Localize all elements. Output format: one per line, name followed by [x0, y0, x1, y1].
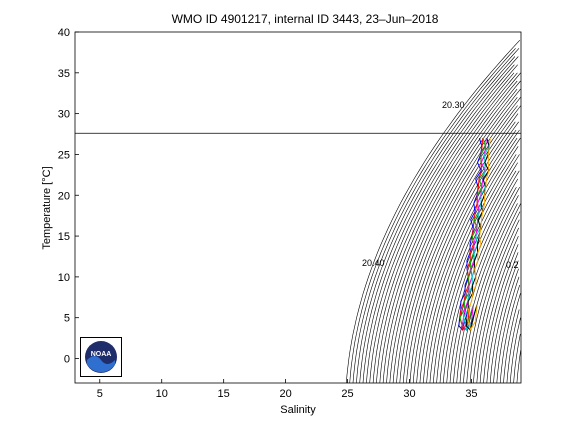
profile-traces	[458, 137, 491, 332]
density-contour	[513, 333, 521, 384]
density-contour	[466, 203, 522, 384]
y-axis-ticks: 0 5 10 15 20 25 30 35 40	[58, 27, 79, 366]
chart-title: WMO ID 4901217, internal ID 3443, 23–Jun…	[172, 12, 439, 26]
density-contour	[503, 293, 521, 384]
density-contour	[409, 121, 516, 384]
density-contour	[499, 284, 520, 384]
y-tick-label: 5	[64, 313, 70, 325]
x-axis-title: Salinity	[280, 404, 316, 416]
density-contour	[429, 146, 519, 384]
density-contour	[483, 244, 519, 384]
density-contour	[376, 72, 521, 384]
x-tick-label: 20	[279, 388, 291, 400]
y-axis-title: Temperature [°C]	[41, 166, 53, 249]
density-contour	[366, 64, 518, 384]
density-contour	[433, 154, 517, 384]
y-tick-label: 10	[58, 272, 70, 284]
density-contour	[509, 317, 521, 384]
y-tick-label: 20	[58, 190, 70, 202]
density-contour	[402, 105, 522, 384]
density-contour	[473, 219, 520, 384]
y-tick-label: 40	[58, 27, 70, 39]
density-contour	[439, 162, 518, 384]
logo-wordmark: NOAA	[91, 351, 112, 358]
density-contour	[489, 260, 519, 384]
density-contour	[349, 48, 516, 384]
density-contour	[423, 137, 518, 384]
density-contour	[386, 88, 518, 384]
density-contour	[412, 121, 519, 384]
density-contour	[362, 64, 515, 384]
density-contour	[516, 350, 521, 384]
density-contour	[382, 80, 521, 384]
density-contour	[359, 56, 519, 384]
x-tick-label: 30	[403, 388, 415, 400]
density-contour	[346, 39, 521, 384]
y-tick-label: 25	[58, 149, 70, 161]
x-tick-label: 10	[156, 388, 168, 400]
density-contour	[426, 137, 521, 384]
y-tick-label: 35	[58, 68, 70, 80]
density-contour	[419, 129, 520, 384]
density-contour	[476, 227, 519, 384]
density-contour	[436, 154, 520, 384]
density-contour	[493, 268, 519, 384]
density-contour	[496, 276, 520, 384]
density-contour	[459, 195, 519, 384]
density-contour	[379, 80, 518, 384]
profile-series	[466, 138, 491, 332]
density-contour	[352, 48, 520, 384]
x-tick-label: 5	[97, 388, 103, 400]
density-contour	[356, 56, 516, 384]
noaa-logo: NOAA	[80, 337, 122, 377]
x-tick-label: 35	[465, 388, 477, 400]
density-contour	[443, 170, 517, 384]
density-contour	[479, 235, 519, 384]
density-contour	[506, 309, 520, 384]
y-tick-label: 0	[64, 354, 70, 366]
contour-label-right: 0.2	[506, 260, 519, 270]
x-tick-label: 25	[341, 388, 353, 400]
contour-label-mid: 20.40	[362, 258, 385, 268]
density-contour	[469, 211, 521, 384]
contour-label-top: 20.30	[442, 100, 465, 110]
x-tick-label: 15	[218, 388, 230, 400]
y-tick-label: 30	[58, 109, 70, 121]
density-contour	[406, 113, 519, 384]
density-contours	[346, 39, 522, 384]
density-contour	[486, 252, 519, 384]
density-contour	[389, 88, 521, 384]
density-contour	[463, 203, 518, 384]
density-contour	[372, 72, 518, 384]
plot-frame	[74, 31, 522, 384]
y-tick-label: 15	[58, 231, 70, 243]
x-axis-ticks: 5 10 15 20 25 30 35	[97, 379, 478, 400]
density-contour	[369, 72, 515, 384]
